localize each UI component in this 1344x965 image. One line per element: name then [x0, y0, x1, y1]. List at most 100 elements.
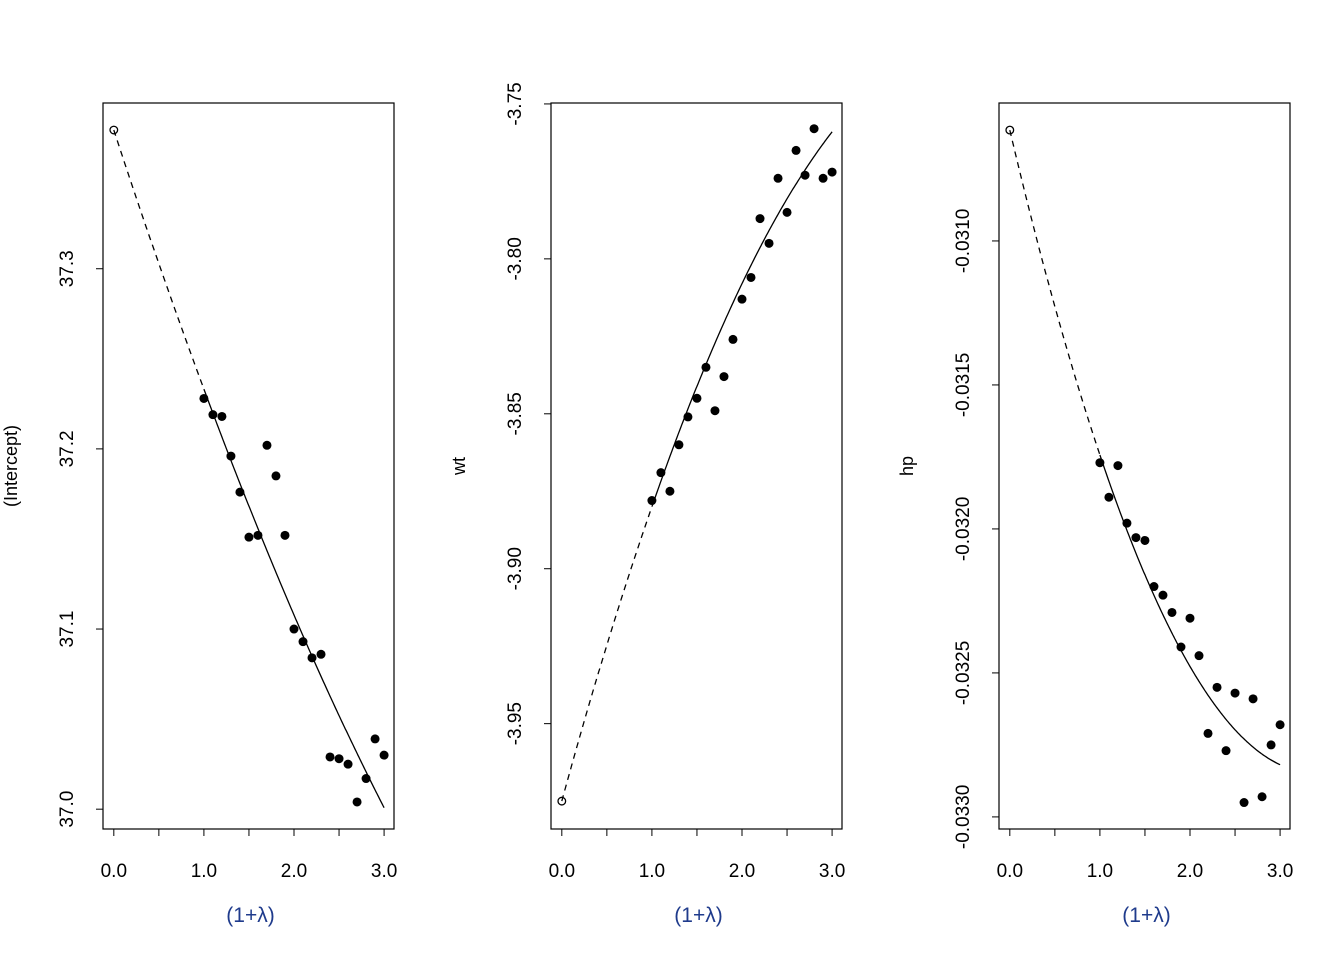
extrapolated-point — [109, 125, 119, 135]
y-tick-label: -0.0310 — [953, 209, 974, 273]
data-point — [199, 393, 209, 403]
data-point — [1185, 613, 1195, 623]
data-point — [1131, 533, 1141, 543]
extrapolation-curve — [113, 129, 205, 390]
data-point — [809, 124, 819, 134]
data-point — [782, 207, 792, 217]
data-point — [1257, 792, 1267, 802]
panel-1: 0.0 1.0 2.0 3.0 37.0 37.1 37.2 37.3 (1+λ) (Interc… — [1, 102, 397, 927]
x-axis-label: (1+λ) — [674, 904, 722, 927]
data-point — [1230, 688, 1240, 698]
fitted-curve — [1099, 454, 1281, 766]
x-tick-label: 3.0 — [1267, 861, 1293, 882]
data-point — [665, 486, 675, 496]
data-point — [1140, 535, 1150, 545]
y-tick-label: 37.2 — [57, 430, 78, 467]
x-axis-label: (1+λ) — [226, 904, 274, 927]
x-tick-label: 0.0 — [549, 861, 575, 882]
data-point — [746, 272, 756, 282]
data-point — [379, 750, 389, 760]
data-point — [683, 412, 693, 422]
data-point — [647, 496, 657, 506]
data-point — [1149, 582, 1159, 592]
data-point — [271, 471, 281, 481]
x-tick-label: 2.0 — [1177, 861, 1203, 882]
panel-2: 0.0 1.0 2.0 3.0 -3.95 -3.90 -3.85 -3.80 -3.75 (1+… — [449, 82, 845, 927]
data-point — [800, 170, 810, 180]
data-point — [325, 752, 335, 762]
data-point — [791, 145, 801, 155]
x-axis-label: (1+λ) — [1122, 904, 1170, 927]
data-point — [262, 440, 272, 450]
data-point — [818, 173, 828, 183]
data-point — [1266, 740, 1276, 750]
y-tick-label: -0.0330 — [953, 785, 974, 849]
data-point — [737, 294, 747, 304]
x-tick-label: 0.0 — [101, 861, 127, 882]
data-point — [307, 653, 317, 663]
data-point — [1212, 682, 1222, 692]
data-point — [343, 759, 353, 769]
x-tick-label: 1.0 — [1087, 861, 1113, 882]
extrapolation-curve — [561, 506, 653, 802]
data-point — [208, 410, 218, 420]
data-point — [370, 734, 380, 744]
data-point — [674, 440, 684, 450]
x-tick-label: 0.0 — [997, 861, 1023, 882]
y-axis-label: (Intercept) — [1, 425, 21, 507]
y-tick-label: -3.95 — [505, 702, 526, 745]
data-point — [1104, 492, 1114, 502]
x-tick-label: 1.0 — [191, 861, 217, 882]
data-point — [764, 238, 774, 248]
y-tick-label: 37.0 — [57, 791, 78, 828]
data-point — [1095, 458, 1105, 468]
data-point — [280, 530, 290, 540]
extrapolated-point — [1005, 125, 1015, 135]
y-tick-label: -3.90 — [505, 547, 526, 590]
data-point — [226, 451, 236, 461]
y-axis-label: wt — [449, 457, 469, 476]
fitted-curve — [203, 388, 385, 809]
x-tick-label: 2.0 — [729, 861, 755, 882]
data-point — [773, 173, 783, 183]
data-point — [1176, 642, 1186, 652]
fitted-curve — [651, 131, 833, 507]
x-tick-label: 3.0 — [819, 861, 845, 882]
data-point — [1221, 746, 1231, 756]
data-point — [692, 393, 702, 403]
data-point — [1203, 728, 1213, 738]
y-axis-label: hp — [897, 456, 917, 476]
data-point — [710, 406, 720, 416]
data-point — [1158, 590, 1168, 600]
data-point — [1275, 720, 1285, 730]
data-point — [728, 334, 738, 344]
data-point — [253, 530, 263, 540]
data-point — [1248, 694, 1258, 704]
data-point — [1113, 461, 1123, 471]
data-point — [755, 214, 765, 224]
data-point — [827, 167, 837, 177]
data-point — [1167, 607, 1177, 617]
y-tick-label: -3.75 — [505, 82, 526, 125]
y-tick-label: -0.0315 — [953, 353, 974, 417]
y-tick-label: -0.0320 — [953, 497, 974, 561]
y-tick-label: -3.80 — [505, 237, 526, 280]
data-point — [334, 754, 344, 764]
x-tick-label: 2.0 — [281, 861, 307, 882]
data-point — [719, 372, 729, 382]
data-point — [217, 411, 227, 421]
data-point — [289, 624, 299, 634]
y-tick-label: 37.3 — [57, 250, 78, 287]
x-tick-label: 1.0 — [639, 861, 665, 882]
data-point — [1239, 798, 1249, 808]
data-point — [361, 774, 371, 784]
data-point — [701, 362, 711, 372]
data-point — [235, 487, 245, 497]
data-point — [1122, 518, 1132, 528]
extrapolated-point — [557, 796, 567, 806]
y-tick-label: -3.85 — [505, 392, 526, 435]
extrapolation-curve — [1009, 129, 1101, 456]
plot-frame — [998, 102, 1291, 830]
data-point — [298, 637, 308, 647]
